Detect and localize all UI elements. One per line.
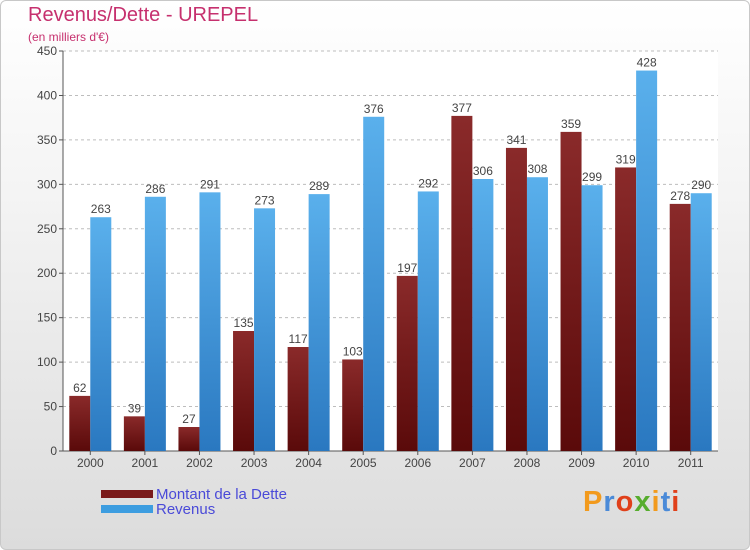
bar-dette <box>505 147 527 451</box>
data-label: 273 <box>255 193 275 207</box>
proxiti-logo: Proxiti <box>583 486 680 519</box>
bar-revenus <box>254 208 276 451</box>
y-tick-label: 150 <box>37 311 57 325</box>
data-label: 377 <box>452 101 472 115</box>
logo-letter: t <box>660 486 672 518</box>
data-label: 263 <box>91 202 111 216</box>
legend-label-dette: Montant de la Dette <box>156 485 287 503</box>
bar-revenus <box>690 193 712 451</box>
data-label: 319 <box>616 152 636 166</box>
bar-dette <box>396 275 418 451</box>
logo-letter: P <box>583 486 604 518</box>
data-label: 197 <box>397 261 417 275</box>
data-label: 306 <box>473 164 493 178</box>
logo-letter: i <box>651 486 661 518</box>
x-tick-label: 2000 <box>77 456 104 470</box>
x-tick-label: 2009 <box>568 456 595 470</box>
y-tick-label: 450 <box>37 44 57 58</box>
chart-subtitle: (en milliers d'€) <box>28 30 109 44</box>
data-label: 135 <box>234 316 254 330</box>
data-label: 286 <box>145 182 165 196</box>
bar-dette <box>615 167 637 451</box>
data-label: 428 <box>637 56 657 70</box>
data-label: 278 <box>670 189 690 203</box>
bar-dette <box>451 115 473 451</box>
data-label: 308 <box>527 162 547 176</box>
legend-label-revenus: Revenus <box>156 500 216 518</box>
x-tick-label: 2011 <box>678 456 704 470</box>
y-tick-label: 250 <box>37 222 57 236</box>
data-label: 376 <box>364 102 384 116</box>
y-tick-label: 300 <box>37 177 57 191</box>
legend-swatch-revenus <box>101 505 153 513</box>
bar-revenus <box>199 192 221 452</box>
plot-area <box>63 51 718 451</box>
bar-dette <box>233 331 255 451</box>
data-label: 292 <box>418 176 438 190</box>
bar-revenus <box>581 185 603 451</box>
legend-item-dette: Montant de la Dette <box>101 485 287 503</box>
data-label: 290 <box>691 178 711 192</box>
y-tick-label: 50 <box>44 400 58 414</box>
x-tick-label: 2005 <box>350 456 377 470</box>
bar-revenus <box>636 70 658 452</box>
x-tick-label: 2004 <box>295 456 322 470</box>
bar-revenus <box>526 177 548 451</box>
data-label: 39 <box>128 401 142 415</box>
logo-letter: o <box>615 486 635 518</box>
y-tick-label: 0 <box>50 444 57 458</box>
y-tick-label: 350 <box>37 133 57 147</box>
bar-revenus <box>144 196 166 451</box>
x-tick-label: 2002 <box>186 456 213 470</box>
data-label: 117 <box>289 332 308 346</box>
x-tick-label: 2010 <box>623 456 650 470</box>
data-label: 299 <box>582 170 602 184</box>
bar-dette <box>560 131 582 451</box>
y-tick-label: 100 <box>37 355 57 369</box>
bar-revenus <box>472 179 494 451</box>
data-label: 103 <box>343 344 363 358</box>
data-label: 359 <box>561 117 581 131</box>
x-tick-label: 2008 <box>514 456 541 470</box>
logo-letter: r <box>603 486 616 518</box>
bar-dette <box>342 359 364 451</box>
bar-revenus <box>417 191 439 451</box>
bar-revenus <box>90 217 112 451</box>
logo-letter: i <box>671 486 681 518</box>
x-tick-label: 2001 <box>132 456 159 470</box>
x-tick-label: 2007 <box>459 456 486 470</box>
bar-dette <box>69 395 91 451</box>
y-tick-label: 200 <box>37 266 57 280</box>
legend-item-revenus: Revenus <box>101 500 216 518</box>
bar-dette <box>287 347 309 451</box>
logo-letter: x <box>634 486 652 518</box>
chart-title: Revenus/Dette - UREPEL <box>28 4 259 26</box>
bar-dette <box>123 416 145 451</box>
data-label: 291 <box>200 177 220 191</box>
data-label: 289 <box>309 179 329 193</box>
bar-revenus <box>308 194 330 451</box>
legend-swatch-dette <box>101 490 153 498</box>
x-tick-label: 2003 <box>241 456 268 470</box>
data-label: 62 <box>73 381 87 395</box>
data-label: 27 <box>182 412 196 426</box>
bar-revenus <box>363 116 385 452</box>
y-tick-label: 400 <box>37 88 57 102</box>
bar-dette <box>178 427 200 451</box>
data-label: 341 <box>506 133 526 147</box>
x-tick-label: 2006 <box>404 456 431 470</box>
bar-dette <box>669 203 691 451</box>
